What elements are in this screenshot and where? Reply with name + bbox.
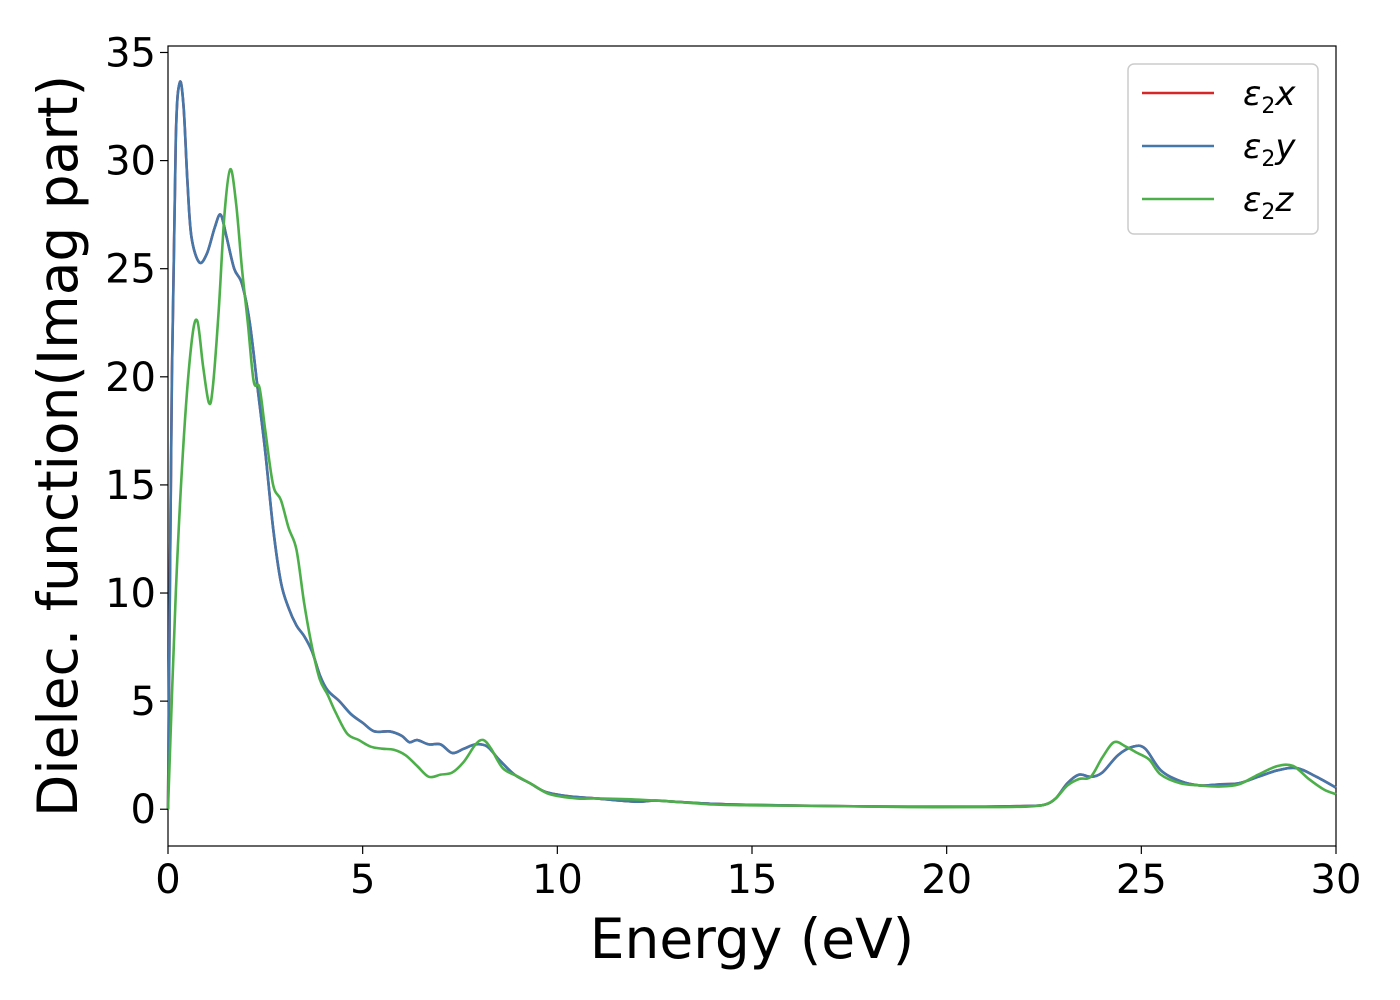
y-tick-label: 35 (105, 30, 156, 76)
x-axis-ticks: 0 5 10 15 20 25 30 (155, 846, 1361, 903)
y-tick-label: 30 (105, 139, 156, 185)
x-tick-label: 30 (1311, 857, 1362, 903)
legend-box (1127, 63, 1319, 235)
x-tick-label: 15 (727, 857, 778, 903)
x-tick-label: 25 (1116, 857, 1167, 903)
y-axis-title: Dielec. function(Imag part) (26, 75, 90, 817)
y-tick-label: 0 (131, 787, 156, 833)
y-tick-label: 15 (105, 463, 156, 509)
y-axis-ticks: 0 5 10 15 20 25 30 35 (105, 30, 168, 833)
y-tick-label: 5 (131, 679, 156, 725)
x-tick-label: 20 (921, 857, 972, 903)
x-axis-title: Energy (eV) (590, 907, 914, 971)
series-line-y (166, 80, 1337, 810)
y-tick-label: 10 (105, 571, 156, 617)
legend-label-x: ε2x (1243, 74, 1296, 119)
series-layer (166, 80, 1337, 810)
x-tick-label: 0 (155, 857, 180, 903)
legend: ε2x ε2y ε2z (1127, 63, 1319, 235)
y-tick-label: 25 (105, 247, 156, 293)
x-tick-label: 5 (350, 857, 375, 903)
y-tick-label: 20 (105, 355, 156, 401)
series-line-z (166, 167, 1337, 810)
x-tick-label: 10 (532, 857, 583, 903)
legend-label-z: ε2z (1243, 180, 1294, 225)
legend-label-y: ε2y (1243, 127, 1296, 172)
